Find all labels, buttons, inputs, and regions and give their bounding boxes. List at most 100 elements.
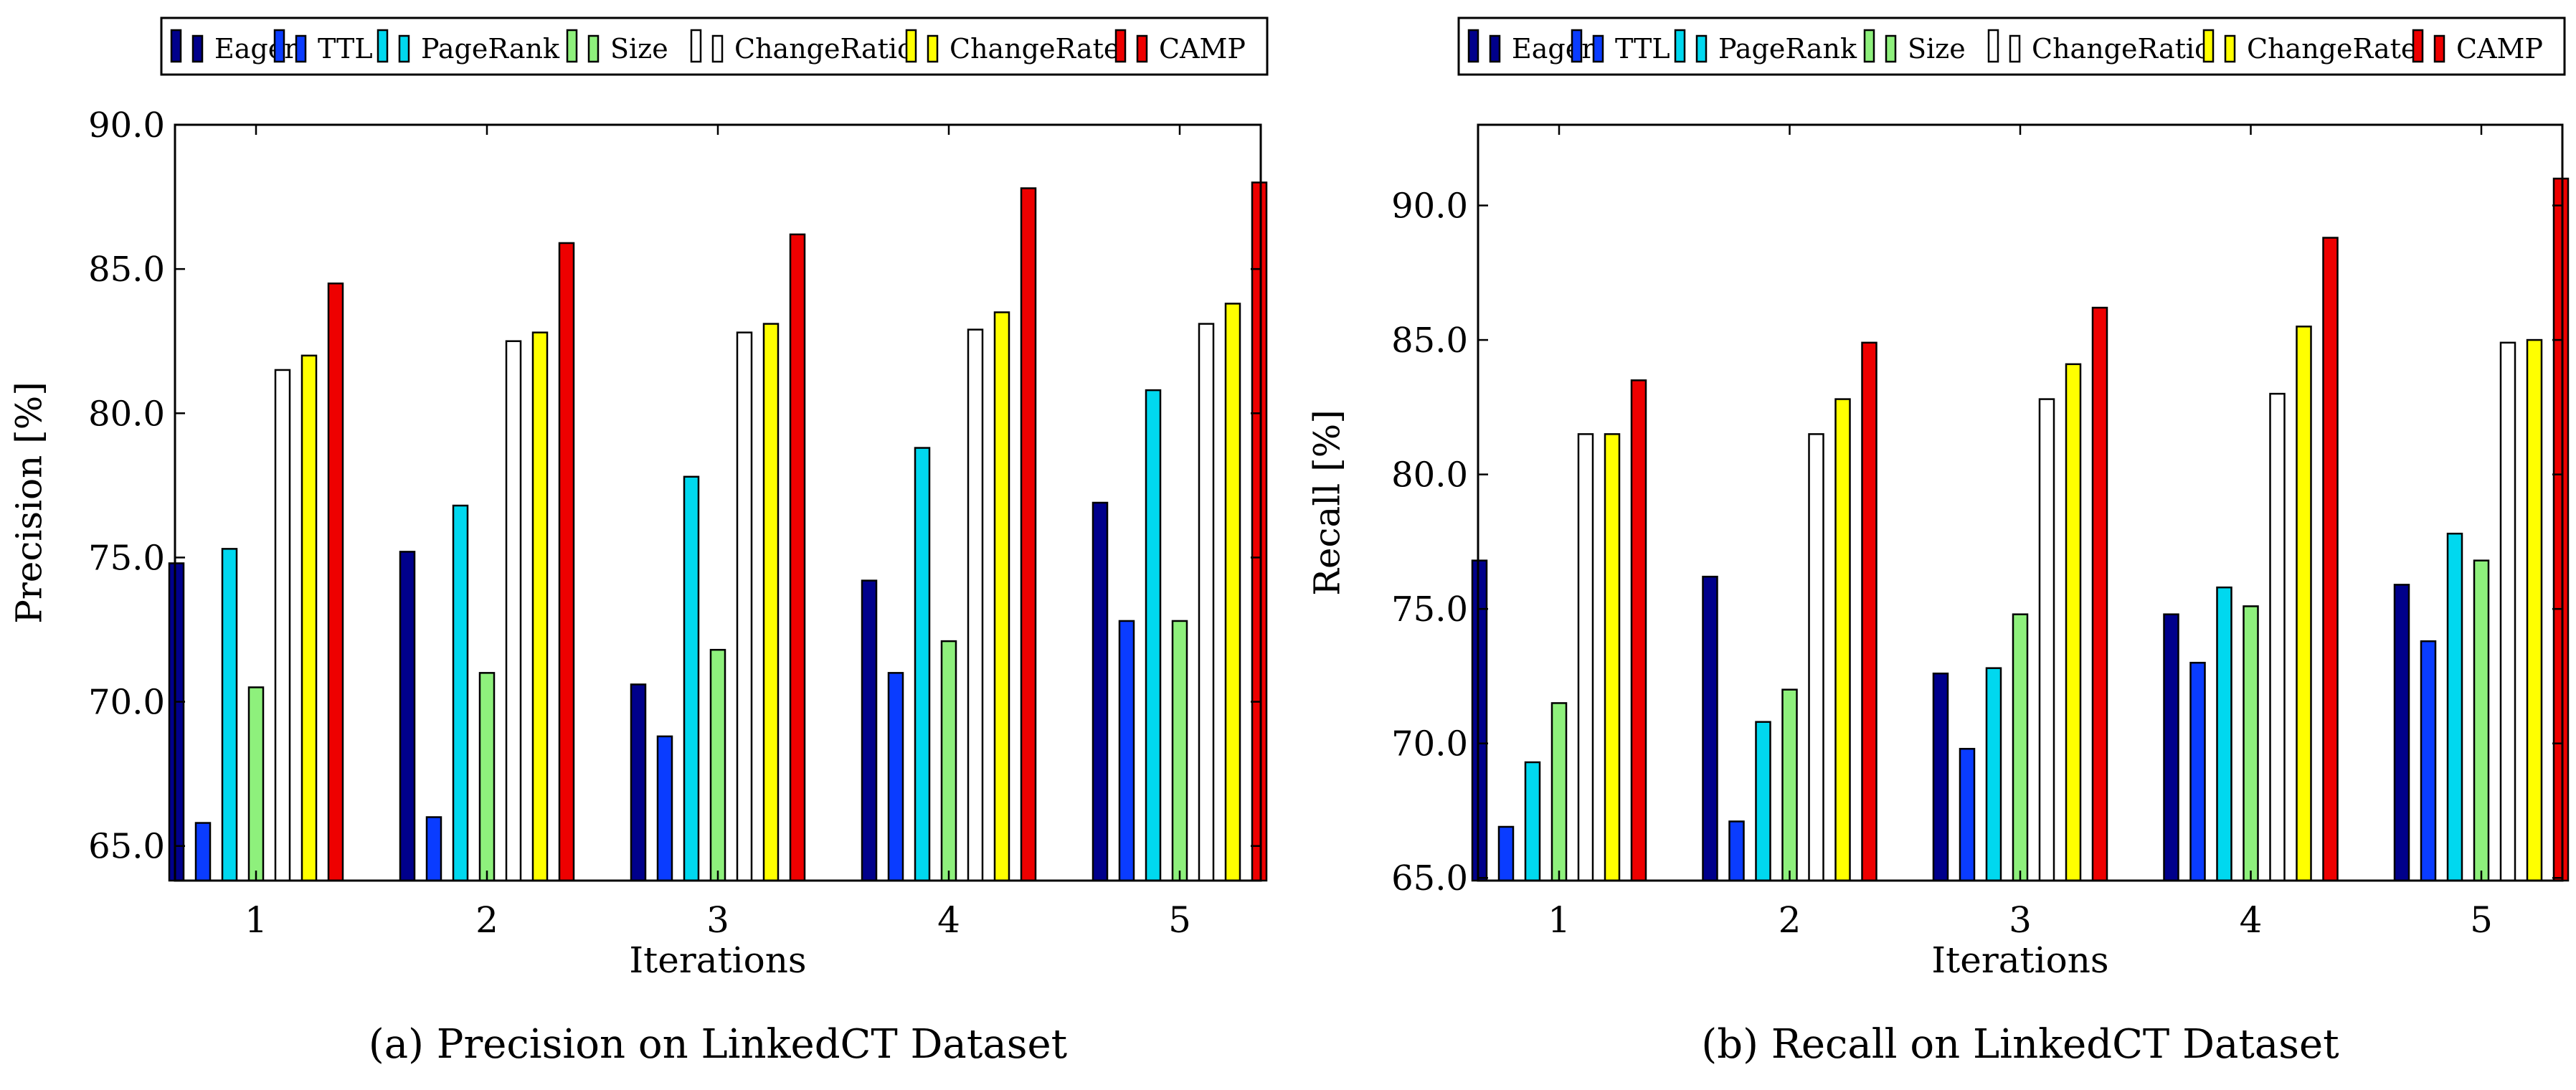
bar-size-5 [1171, 620, 1188, 882]
legend-swatch [927, 34, 939, 63]
y-tick-label: 80.0 [1391, 455, 1468, 496]
chart-caption: (a) Precision on LinkedCT Dataset [369, 1021, 1068, 1068]
legend-swatch [1489, 34, 1501, 63]
x-tick-label: 4 [2240, 899, 2263, 941]
bar-size-4 [940, 640, 957, 882]
y-tick-label: 85.0 [1391, 321, 1468, 361]
legend-item-changeratio: ChangeRatio [1987, 29, 2211, 65]
x-tick-label: 4 [937, 899, 960, 941]
bar-pagerank-3 [1985, 667, 2002, 882]
bar-pagerank-2 [452, 504, 469, 882]
bar-changeratio-5 [1198, 323, 1215, 882]
x-tick-label: 3 [2009, 899, 2032, 941]
bar-ttl-2 [1728, 820, 1745, 882]
legend-swatch [2009, 34, 2021, 63]
legend-item-pagerank: PageRank [377, 29, 560, 65]
x-tick-label: 5 [1168, 899, 1191, 941]
legend-item-camp: CAMP [2412, 29, 2543, 65]
legend-swatch [295, 34, 307, 63]
legend-swatch [690, 29, 702, 63]
bar-changeratio-3 [736, 331, 753, 882]
bar-pagerank-5 [2446, 532, 2463, 882]
legend-swatch [1987, 29, 1999, 63]
bar-changerate-5 [2526, 338, 2543, 882]
legend-swatch [2433, 34, 2445, 63]
bar-ttl-5 [1118, 620, 1135, 882]
bar-ttl-3 [656, 735, 673, 882]
bar-eager-2 [399, 551, 416, 882]
bar-changerate-3 [2065, 363, 2082, 882]
legend-label: CAMP [2456, 33, 2543, 65]
bar-changeratio-5 [2499, 341, 2516, 882]
bar-camp-4 [2322, 237, 2339, 882]
bar-camp-1 [1630, 379, 1647, 882]
bar-ttl-4 [2189, 661, 2206, 882]
bar-changeratio-1 [274, 369, 291, 882]
legend-label: ChangeRatio [734, 33, 914, 65]
bar-size-5 [2473, 559, 2490, 882]
bar-camp-1 [327, 283, 344, 882]
bar-pagerank-1 [1524, 761, 1541, 882]
legend-label: Size [1908, 33, 1966, 65]
legend-item-size: Size [566, 29, 668, 65]
legend-swatch [1592, 34, 1604, 63]
bar-changeratio-2 [505, 340, 522, 882]
bar-ttl-1 [1497, 825, 1515, 882]
legend-swatch [1674, 29, 1686, 63]
legend-item-camp: CAMP [1114, 29, 1246, 65]
bar-changerate-4 [2296, 326, 2312, 882]
bar-ttl-5 [2420, 640, 2437, 882]
bar-eager-2 [1702, 575, 1718, 882]
legend-swatch [191, 34, 204, 63]
y-axis-label: Recall [%] [1307, 409, 1348, 595]
bar-changerate-2 [1834, 398, 1851, 882]
x-tick-label: 1 [1548, 899, 1571, 941]
legend-label: ChangeRatio [2032, 33, 2211, 65]
x-axis-label: Iterations [1931, 939, 2108, 981]
bar-size-2 [478, 672, 496, 882]
y-tick-label: 70.0 [88, 683, 165, 723]
legend-item-ttl: TTL [273, 29, 373, 65]
x-tick-label: 2 [1779, 899, 1801, 941]
legend-label: ChangeRate [2247, 33, 2417, 65]
legend-swatch [711, 34, 724, 63]
bar-camp-2 [558, 242, 575, 882]
chart-recall: 65.0 70.0 75.0 80.0 85.0 90.0 1 2 3 4 5 Iterations R… [1307, 16, 2570, 1068]
legend-label: Size [610, 33, 668, 65]
y-tick-label: 65.0 [1391, 858, 1468, 899]
bar-size-1 [1550, 702, 1568, 882]
legend-label: Eager [1512, 33, 1595, 65]
legend-item-pagerank: PageRank [1674, 29, 1857, 65]
bar-size-4 [2243, 605, 2259, 882]
bar-camp-2 [1861, 341, 1877, 882]
bar-eager-1 [168, 562, 185, 882]
y-tick-label: 75.0 [88, 538, 165, 578]
bar-changeratio-1 [1577, 433, 1594, 882]
bar-camp-3 [789, 233, 806, 882]
y-tick-label: 90.0 [88, 105, 165, 146]
bar-eager-5 [2393, 584, 2410, 882]
legend-item-changerate: ChangeRate [2202, 29, 2417, 65]
x-tick-label: 5 [2470, 899, 2493, 941]
bar-eager-4 [861, 579, 878, 882]
legend-item-ttl: TTL [1571, 29, 1670, 65]
bar-changeratio-4 [967, 328, 984, 882]
legend-swatch [398, 34, 410, 63]
legend-label: ChangeRate [950, 33, 1119, 65]
bar-eager-3 [630, 683, 647, 882]
legend-swatch [377, 29, 389, 63]
bar-changerate-1 [1604, 433, 1621, 882]
bar-changerate-2 [531, 331, 549, 882]
bar-size-3 [709, 648, 726, 882]
y-tick-label: 65.0 [88, 827, 165, 867]
y-tick-label: 75.0 [1391, 589, 1468, 630]
legend-label: PageRank [421, 33, 560, 65]
legend-item-changerate: ChangeRate [905, 29, 1119, 65]
chart-caption: (b) Recall on LinkedCT Dataset [1701, 1021, 2339, 1068]
legend-swatch [1136, 34, 1148, 63]
bar-size-2 [1781, 688, 1798, 882]
legend-label: TTL [318, 33, 373, 65]
y-tick-label: 70.0 [1391, 724, 1468, 764]
legend-label: CAMP [1159, 33, 1246, 65]
